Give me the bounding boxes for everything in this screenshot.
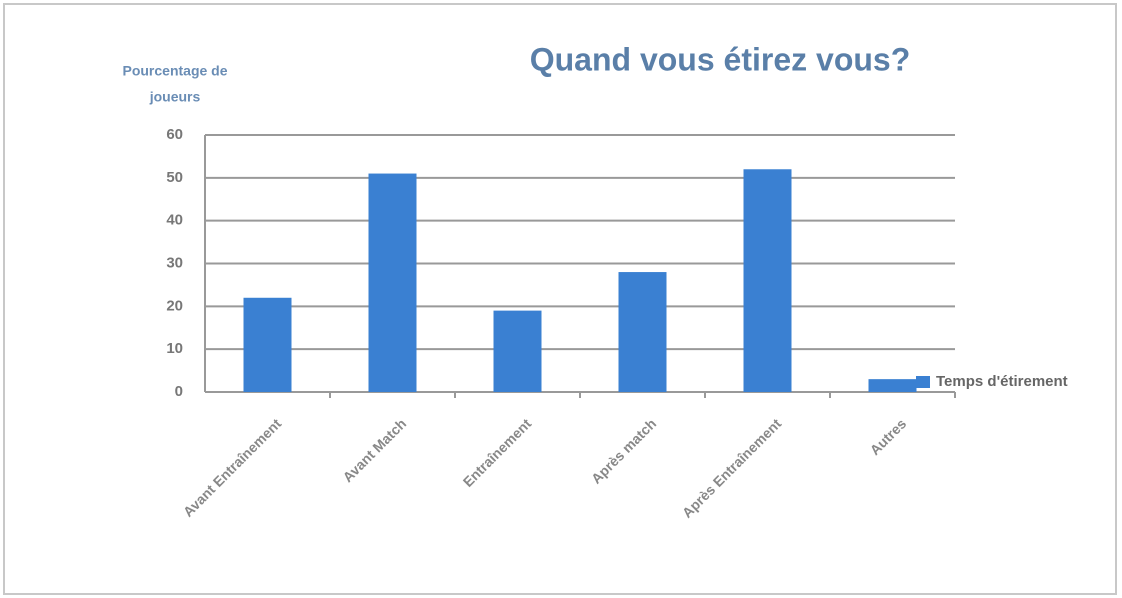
bar [618,272,667,392]
legend-swatch [916,376,930,388]
y-tick-label: 50 [166,169,183,186]
frame [3,3,1117,595]
y-tick-label: 30 [166,254,183,271]
bar [493,310,542,392]
y-tick-label: 0 [175,383,183,400]
y-tick-label: 40 [166,212,183,229]
x-tick-label: Avant Entraînement [180,415,285,520]
x-tick-label: Autres [867,415,910,458]
x-tick-label: Après Entraînement [679,415,785,521]
x-tick-label: Après match [588,415,659,486]
bar [368,173,417,392]
y-tick-label: 60 [166,126,183,143]
x-tick-label: Avant Match [339,415,409,485]
x-tick-label: Entraînement [460,415,535,490]
legend-label: Temps d'étirement [936,373,1068,390]
chart-title: Quand vous étirez vous? [530,41,911,77]
bar [243,297,292,392]
bar [868,379,917,392]
y-tick-label: 20 [166,297,183,314]
y-axis-label: Pourcentage de [122,63,227,79]
y-tick-label: 10 [166,340,183,357]
bar [743,169,792,392]
y-axis-label: joueurs [149,89,201,105]
